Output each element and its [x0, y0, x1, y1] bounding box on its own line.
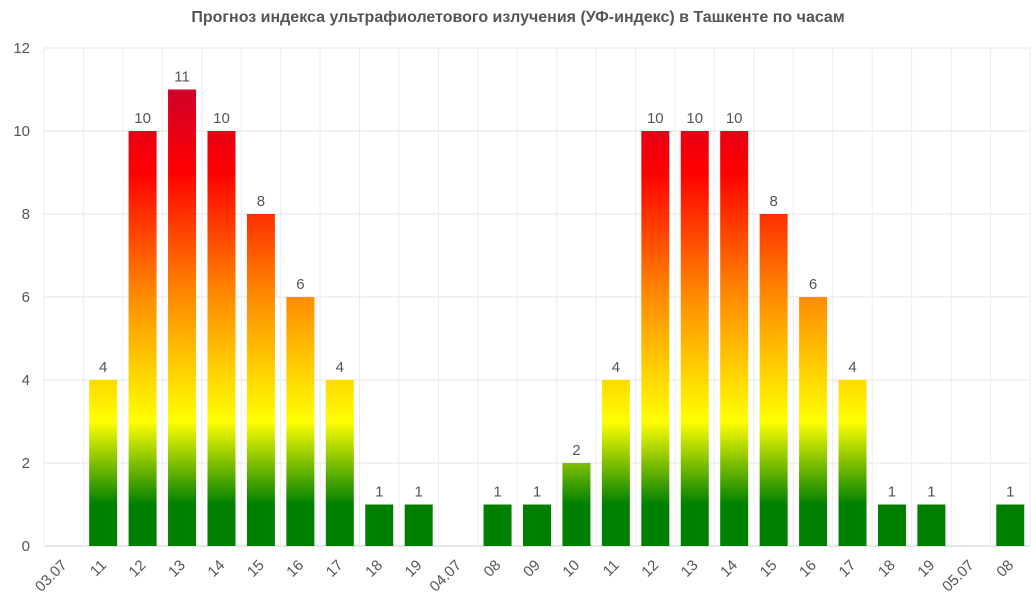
- x-tick-label: 12: [638, 557, 662, 581]
- data-label: 6: [296, 276, 304, 293]
- x-tick-label: 11: [600, 557, 623, 580]
- grid-lines: [43, 47, 1031, 547]
- data-label: 10: [213, 110, 230, 127]
- x-tick-label: 03.07: [32, 557, 71, 596]
- x-tick-label: 14: [204, 557, 228, 581]
- y-tick-label: 6: [22, 289, 30, 306]
- x-axis: 03.07 11 12 13 14 15 16 17 18 19 04.07 08 09 10 11 12 13…: [32, 557, 1017, 596]
- x-tick-label: 18: [875, 557, 899, 581]
- bar: [365, 504, 394, 546]
- data-label: 10: [726, 110, 743, 127]
- bar: [562, 463, 591, 546]
- x-tick-label: 09: [520, 557, 544, 581]
- data-label: 10: [686, 110, 703, 127]
- data-label: 4: [99, 359, 107, 376]
- bar: [128, 131, 157, 546]
- bar: [483, 504, 512, 546]
- x-tick-label: 19: [402, 557, 426, 581]
- bar: [720, 131, 749, 546]
- bar: [207, 131, 236, 546]
- bar: [404, 504, 433, 546]
- data-label: 1: [415, 484, 423, 501]
- bar: [523, 504, 551, 546]
- y-tick-label: 4: [22, 372, 30, 389]
- bar: [877, 504, 906, 546]
- x-tick-label: 18: [362, 557, 386, 581]
- y-axis: 0 2 4 6 8 10 12: [13, 40, 30, 555]
- bar: [641, 131, 670, 546]
- x-tick-label: 13: [678, 557, 702, 581]
- data-label: 1: [888, 484, 896, 501]
- bar: [168, 89, 197, 546]
- y-tick-label: 0: [22, 538, 30, 555]
- bar: [89, 380, 118, 546]
- x-tick-label: 10: [559, 557, 583, 581]
- x-tick-label: 04.07: [426, 557, 465, 596]
- bar: [838, 380, 867, 546]
- x-tick-label: 11: [87, 557, 110, 580]
- data-label: 1: [927, 484, 935, 501]
- data-label: 10: [647, 110, 664, 127]
- data-label: 2: [572, 442, 580, 459]
- data-label: 10: [134, 110, 151, 127]
- data-label: 1: [1006, 484, 1014, 501]
- x-tick-label: 17: [836, 557, 860, 581]
- bar: [325, 380, 354, 546]
- x-tick-label: 14: [717, 557, 741, 581]
- y-tick-label: 12: [13, 40, 30, 57]
- x-tick-label: 19: [914, 557, 938, 581]
- chart-title: Прогноз индекса ультрафиолетового излуче…: [191, 9, 845, 26]
- data-label: 4: [848, 359, 856, 376]
- data-label: 4: [612, 359, 620, 376]
- x-tick-label: 16: [283, 557, 307, 581]
- x-tick-label: 12: [126, 557, 150, 581]
- bar: [799, 297, 828, 546]
- x-tick-label: 05.07: [939, 557, 978, 596]
- data-label: 6: [809, 276, 817, 293]
- y-tick-label: 2: [22, 455, 30, 472]
- x-tick-label: 08: [993, 557, 1017, 581]
- bar: [246, 214, 275, 546]
- bar: [680, 131, 709, 546]
- bar: [996, 504, 1025, 546]
- data-label: 4: [336, 359, 344, 376]
- data-label: 8: [257, 193, 265, 210]
- data-label: 11: [174, 69, 190, 86]
- y-tick-label: 10: [13, 123, 30, 140]
- x-tick-label: 15: [757, 557, 781, 581]
- bar: [917, 504, 946, 546]
- x-tick-label: 15: [244, 557, 268, 581]
- x-tick-label: 16: [796, 557, 820, 581]
- x-tick-label: 17: [323, 557, 347, 581]
- y-tick-label: 8: [22, 206, 30, 223]
- x-tick-label: 08: [481, 557, 505, 581]
- x-tick-label: 13: [165, 557, 189, 581]
- bars: [89, 89, 1025, 546]
- data-label: 1: [533, 484, 541, 501]
- data-label: 1: [493, 484, 501, 501]
- bar: [286, 297, 315, 546]
- bar: [601, 380, 630, 546]
- data-label: 1: [375, 484, 383, 501]
- data-label: 8: [769, 193, 777, 210]
- bar: [759, 214, 788, 546]
